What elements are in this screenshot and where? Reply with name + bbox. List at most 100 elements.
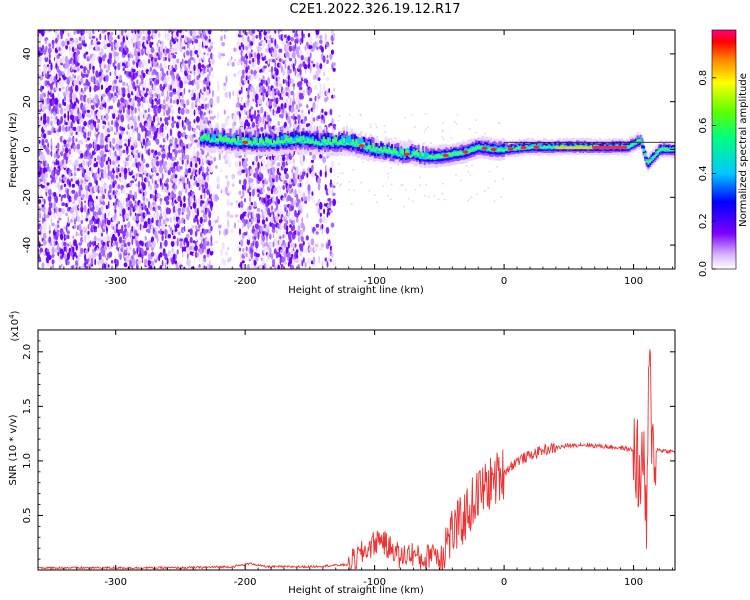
spectrogram-noise-cell [288,45,293,52]
spectrogram-noise-cell [48,89,51,93]
spectrogram-noise-cell [226,115,230,120]
spectrogram-noise-cell [58,177,61,183]
spectrogram-noise-cell [270,98,274,102]
spectrogram-noise-cell [44,208,48,214]
spectrogram-noise-cell [331,118,334,125]
spectrogram-noise-cell [78,189,82,197]
spectrogram-noise-cell [341,172,344,175]
spectrogram-noise-cell [312,256,316,265]
spectrogram-noise-cell [154,130,158,139]
spectrogram-noise-cell [250,69,253,75]
spectrogram-noise-cell [142,205,146,210]
spectrogram-noise-cell [321,228,324,235]
spectrogram-noise-cell [134,86,137,92]
spectrogram-noise-cell [96,41,101,45]
spectrogram-noise-cell [217,196,219,201]
spectrogram-noise-cell [85,104,89,109]
spectrogram-noise-cell [198,42,202,49]
spectrogram-noise-cell [308,109,310,115]
spectrogram-noise-cell [62,135,65,142]
spectrogram-noise-cell [162,98,166,105]
spectrogram-noise-cell [301,208,304,214]
spectrogram-noise-cell [175,204,177,212]
spectrogram-noise-cell [169,128,173,137]
spectrogram-noise-cell [76,30,81,35]
spectrogram-noise-cell [191,266,195,269]
spectrogram-noise-cell [231,61,235,67]
spectrogram-noise-cell [63,129,67,135]
spectrogram-noise-cell [109,232,112,241]
spectrogram-noise-cell [116,166,118,174]
spectrogram-noise-cell [176,161,179,165]
spectrogram-noise-cell [132,87,136,95]
spectrogram-noise-cell [229,91,231,99]
spectrogram-noise-cell [153,30,158,34]
spectrogram-noise-cell [131,255,134,260]
spectrogram-noise-cell [75,97,78,103]
spectrogram-noise-cell [275,68,279,76]
spectrogram-noise-cell [284,192,287,198]
spectrogram-noise-cell [82,237,85,242]
spectrogram-noise-cell [132,149,136,154]
spectrogram-noise-cell [136,126,139,134]
spectrogram-noise-cell [332,62,336,67]
spectrogram-noise-cell [181,31,185,36]
spectrogram-noise-cell [94,53,96,58]
spectrogram-noise-cell [169,104,173,109]
spectrogram-noise-cell [156,256,159,261]
spectrogram-noise-cell [97,118,101,124]
spectrogram-noise-cell [228,190,232,194]
spectrogram-noise-cell [231,173,235,180]
spectrogram-noise-cell [84,234,87,243]
spectrogram-noise-cell [170,226,172,231]
spectrogram-noise-cell [88,178,92,183]
spectrogram-noise-cell [210,225,213,232]
spectrogram-noise-cell [258,30,262,37]
spectrogram-noise-cell [196,150,200,158]
spectrogram-noise-cell [56,130,60,137]
spectrogram-noise-cell [201,200,205,204]
spectrogram-noise-cell [85,192,89,199]
spectrogram-noise-cell [62,147,65,152]
spectrogram-noise-cell [208,88,211,95]
spectrogram-noise-cell [137,244,141,253]
spectrogram-noise-cell [117,35,121,39]
spectrogram-noise-cell [87,246,90,252]
spectrogram-noise-cell [139,202,143,208]
spectrogram-noise-cell [174,137,178,146]
spectrogram-noise-cell [38,188,41,197]
spectrogram-noise-cell [86,109,91,114]
spectrogram-noise-cell [72,126,75,131]
spectrogram-noise-cell [41,138,45,146]
spectrogram-noise-cell [284,59,287,63]
spectrogram-noise-cell [125,255,129,263]
spectrogram-noise-cell [255,103,258,108]
spectrogram-noise-cell [203,112,207,116]
spectrogram-noise-cell [260,122,263,128]
spectrogram-noise-cell [219,229,221,236]
spectrogram-noise-cell [185,233,190,239]
spectrogram-noise-cell [38,251,41,255]
spectrogram-noise-cell [66,153,71,157]
spectrogram-noise-cell [126,82,129,87]
spectrogram-noise-cell [337,119,340,122]
spectrogram-noise-cell [58,77,61,81]
spectrogram-noise-cell [42,118,47,125]
spectrogram-noise-cell [318,255,320,264]
spectrogram-noise-cell [201,222,204,227]
spectrogram-noise-cell [260,106,264,114]
spectrogram-noise-cell [151,149,154,154]
spectrogram-noise-cell [245,157,248,162]
spectrogram-noise-cell [272,233,275,239]
spectrogram-noise-cell [47,163,49,168]
spectrogram-noise-cell [255,155,259,163]
spectrogram-noise-cell [148,148,151,156]
spectrogram-noise-cell [122,127,126,131]
spectrogram-noise-cell [153,194,156,202]
spectrogram-noise-cell [254,240,259,249]
spectrogram-noise-cell [147,58,151,64]
spectrogram-noise-cell [153,104,158,110]
spectrogram-noise-cell [311,191,314,196]
spectrogram-noise-cell [332,185,336,189]
spectrogram-noise-cell [147,259,151,267]
